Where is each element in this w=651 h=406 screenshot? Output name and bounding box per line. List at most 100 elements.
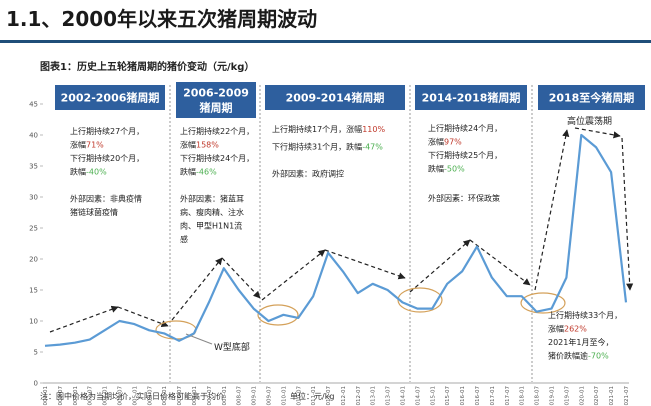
cycle-note: 涨幅158% — [180, 140, 219, 150]
cycle-note: 外部因素：政府调控 — [272, 169, 344, 179]
x-tick-label: 2018-07 — [535, 386, 541, 406]
note-segment: 猪链球菌疫情 — [70, 207, 118, 217]
y-tick-label: 25 — [29, 225, 38, 233]
y-tick-label: 40 — [29, 132, 38, 140]
note-segment: 上行期持续27个月， — [70, 126, 144, 136]
note-segment: 上行期持续22个月， — [180, 126, 254, 136]
x-tick-label: 2016-01 — [460, 386, 466, 406]
x-tick-label: 2012-07 — [356, 386, 362, 406]
x-tick-label: 2008-01 — [222, 386, 228, 406]
unit-note: 单位：元/kg — [290, 391, 334, 401]
cycle-note: 外部因素：环保政策 — [428, 193, 500, 203]
x-tick-label: 2015-01 — [430, 386, 436, 406]
cycle-header-box — [176, 82, 256, 118]
note-segment: 病、瘦肉精、注水 — [180, 207, 244, 217]
cycle-header: 2009-2014猪周期 — [286, 91, 385, 105]
x-tick-label: 2014-07 — [415, 386, 421, 406]
note-segment: 感 — [180, 234, 188, 244]
cycle-note: 上行期持续33个月， — [548, 310, 622, 320]
cycle-note: 2021年1月至今， — [548, 337, 613, 347]
x-tick-label: 2019-07 — [564, 386, 570, 406]
x-tick-label: 2015-07 — [445, 386, 451, 406]
x-tick-label: 2011-07 — [326, 386, 332, 406]
note-segment: 下行期持续24个月， — [180, 153, 254, 163]
cycle-note: 下行期持续25个月， — [428, 150, 502, 160]
y-tick-label: 0 — [34, 380, 38, 388]
note-segment: 跌幅 — [180, 167, 196, 177]
cycle-note: 跌幅-50% — [428, 164, 465, 174]
cycle-note: 上行期持续24个月， — [428, 123, 502, 133]
annotation: W型底部 — [214, 341, 250, 353]
x-tick-label: 2009-07 — [266, 386, 272, 406]
cycle-note: 下行期持续31个月，跌幅-47% — [272, 142, 383, 152]
title-rule — [0, 40, 651, 43]
cycle-separators — [169, 85, 533, 382]
x-tick-label: 2005-01 — [132, 386, 138, 406]
note-segment: 涨幅 — [180, 140, 196, 150]
cycle-header-box — [538, 85, 645, 110]
x-tick-label: 2018-01 — [520, 386, 526, 406]
note-segment: 97% — [444, 138, 462, 147]
y-tick-label: 5 — [34, 349, 38, 357]
note-segment: -47% — [362, 143, 383, 152]
x-tick-label: 2021-07 — [624, 386, 630, 406]
cycle-note: 涨幅97% — [428, 137, 462, 147]
cycle-header-box — [265, 85, 405, 110]
note-segment: 肉、甲型H1N1流 — [180, 221, 242, 231]
note-segment: 71% — [86, 141, 104, 150]
slide-title: 1.1、2000年以来五次猪周期波动 — [6, 7, 317, 31]
note-segment: -40% — [86, 168, 107, 177]
note-segment: 涨幅 — [548, 324, 564, 334]
y-tick-label: 35 — [29, 163, 38, 171]
x-tick-label: 2013-01 — [371, 386, 377, 406]
y-tick-label: 20 — [29, 256, 38, 264]
note-segment: 跌幅 — [428, 164, 444, 174]
note-segment: 下行期持续31个月，跌幅 — [272, 142, 362, 152]
x-tick-label: 2010-01 — [281, 386, 287, 406]
note-segment: 外部因素：非典疫情 — [70, 194, 142, 204]
note-segment: 外部因素：猪蓝耳 — [180, 194, 244, 204]
x-tick-label: 2020-07 — [594, 386, 600, 406]
cycle-note: 跌幅-46% — [180, 167, 217, 177]
x-tick-label: 2011-01 — [311, 386, 317, 406]
cycle-header-box — [415, 85, 527, 110]
cycle-header-box — [55, 85, 165, 110]
cycle-note: 下行期持续20个月， — [70, 153, 144, 163]
cycle-note: 涨幅262% — [548, 324, 587, 334]
cycle-note: 下行期持续24个月， — [180, 153, 254, 163]
x-tick-label: 2003-01 — [73, 386, 79, 406]
cycle-note: 猪价跌幅逾-70% — [548, 351, 609, 361]
note-segment: 猪价跌幅逾 — [548, 351, 588, 361]
x-tick-label: 2014-01 — [401, 386, 407, 406]
y-tick-label: 30 — [29, 194, 38, 202]
note-segment: 涨幅 — [428, 137, 444, 147]
x-tick-label: 2009-01 — [252, 386, 258, 406]
annotation: 高位震荡期 — [567, 115, 612, 127]
note-segment: 262% — [564, 325, 587, 334]
cycle-header: 猪周期 — [199, 101, 233, 115]
price-line — [44, 133, 628, 347]
cycle-note: 猪链球菌疫情 — [70, 207, 118, 217]
note-segment: 上行期持续17个月，涨幅 — [272, 124, 362, 134]
x-tick-label: 2019-01 — [550, 386, 556, 406]
y-tick-label: 15 — [29, 287, 38, 295]
x-tick-label: 2017-01 — [490, 386, 496, 406]
note-segment: 外部因素：政府调控 — [272, 169, 344, 179]
note-segment: -50% — [444, 165, 465, 174]
cycle-header: 2006-2009 — [183, 87, 249, 100]
cycle-note: 上行期持续17个月，涨幅110% — [272, 124, 385, 134]
x-tick-label: 2016-07 — [475, 386, 481, 406]
x-tick-label: 2003-07 — [88, 386, 94, 406]
x-tick-label: 2010-07 — [296, 386, 302, 406]
cycle-header: 2014-2018猪周期 — [422, 91, 521, 105]
cycle-note: 病、瘦肉精、注水 — [180, 207, 244, 217]
y-tick-label: 10 — [29, 318, 38, 326]
note-segment: 下行期持续20个月， — [70, 153, 144, 163]
footnote: 注：图中价格为当期均价，实际日价格可能高于均价 — [40, 391, 224, 401]
x-tick-label: 2007-07 — [207, 386, 213, 406]
note-segment: 下行期持续25个月， — [428, 150, 502, 160]
x-tick-label: 2006-07 — [177, 386, 183, 406]
trend-arrows — [49, 127, 634, 333]
